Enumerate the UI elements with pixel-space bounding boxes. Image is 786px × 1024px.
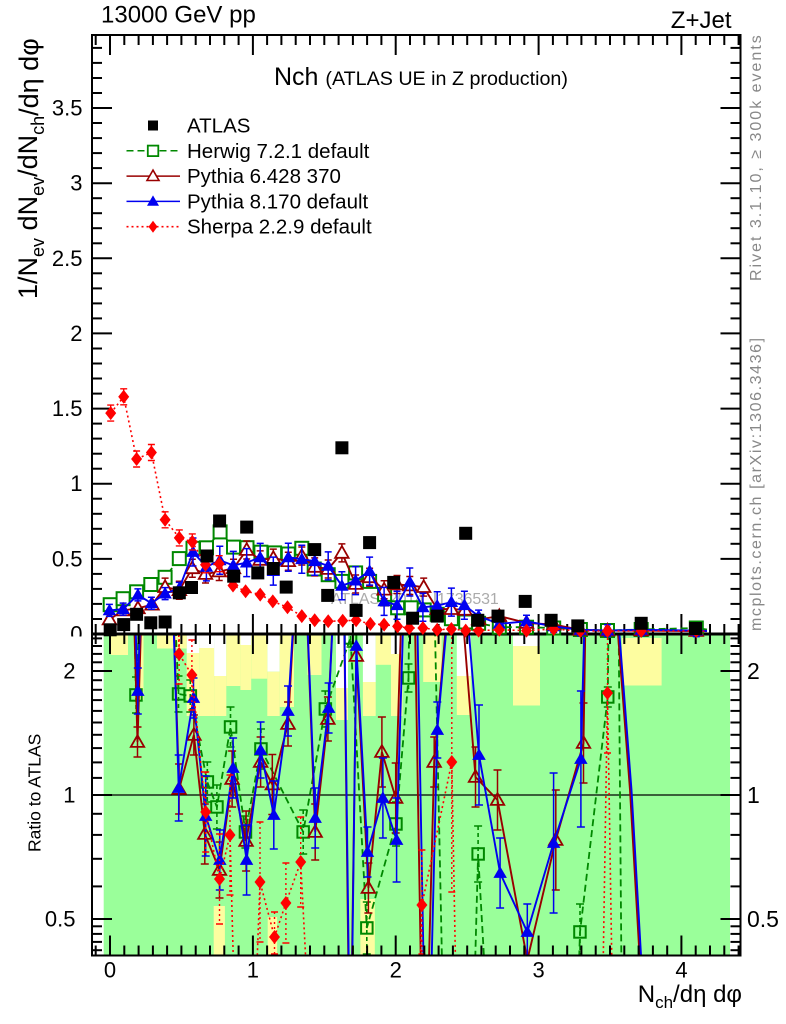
svg-text:Pythia 6.428 370: Pythia 6.428 370	[187, 165, 341, 188]
svg-text:0.5: 0.5	[747, 906, 779, 932]
svg-text:Sherpa 2.2.9 default: Sherpa 2.2.9 default	[187, 216, 372, 239]
svg-text:2: 2	[63, 659, 75, 684]
svg-text:0.5: 0.5	[52, 546, 83, 571]
svg-text:3: 3	[532, 958, 544, 983]
svg-text:2: 2	[390, 958, 402, 983]
svg-text:Nch (ATLAS UE in Z production): Nch (ATLAS UE in Z production)	[274, 63, 568, 91]
svg-text:Z+Jet: Z+Jet	[671, 7, 732, 34]
svg-text:1: 1	[70, 471, 82, 496]
svg-text:ATLAS: ATLAS	[187, 115, 250, 138]
svg-text:mcplots.cern.ch [arXiv:1306.34: mcplots.cern.ch [arXiv:1306.3436]	[748, 336, 765, 631]
svg-text:Nch/dη dφ: Nch/dη dφ	[638, 981, 742, 1012]
svg-text:1.5: 1.5	[52, 396, 83, 421]
svg-text:4: 4	[675, 958, 687, 983]
svg-text:1: 1	[747, 782, 760, 808]
svg-text:Pythia 8.170 default: Pythia 8.170 default	[187, 190, 369, 213]
svg-text:Herwig 7.2.1 default: Herwig 7.2.1 default	[187, 140, 370, 163]
svg-text:1: 1	[63, 783, 75, 808]
svg-text:13000 GeV pp: 13000 GeV pp	[101, 2, 256, 29]
svg-text:1/Nev dNev/dNch/dη dφ: 1/Nev dNev/dNch/dη dφ	[13, 38, 48, 299]
svg-text:1: 1	[247, 958, 259, 983]
svg-text:2: 2	[70, 321, 82, 346]
svg-text:Ratio to ATLAS: Ratio to ATLAS	[25, 734, 45, 852]
svg-text:2: 2	[747, 658, 760, 684]
svg-text:3: 3	[70, 171, 82, 196]
svg-text:2.5: 2.5	[52, 246, 83, 271]
svg-text:3.5: 3.5	[52, 96, 83, 121]
svg-text:0: 0	[104, 958, 116, 983]
svg-text:0.5: 0.5	[45, 907, 76, 932]
svg-text:Rivet 3.1.10, ≥ 300k events: Rivet 3.1.10, ≥ 300k events	[748, 33, 765, 281]
